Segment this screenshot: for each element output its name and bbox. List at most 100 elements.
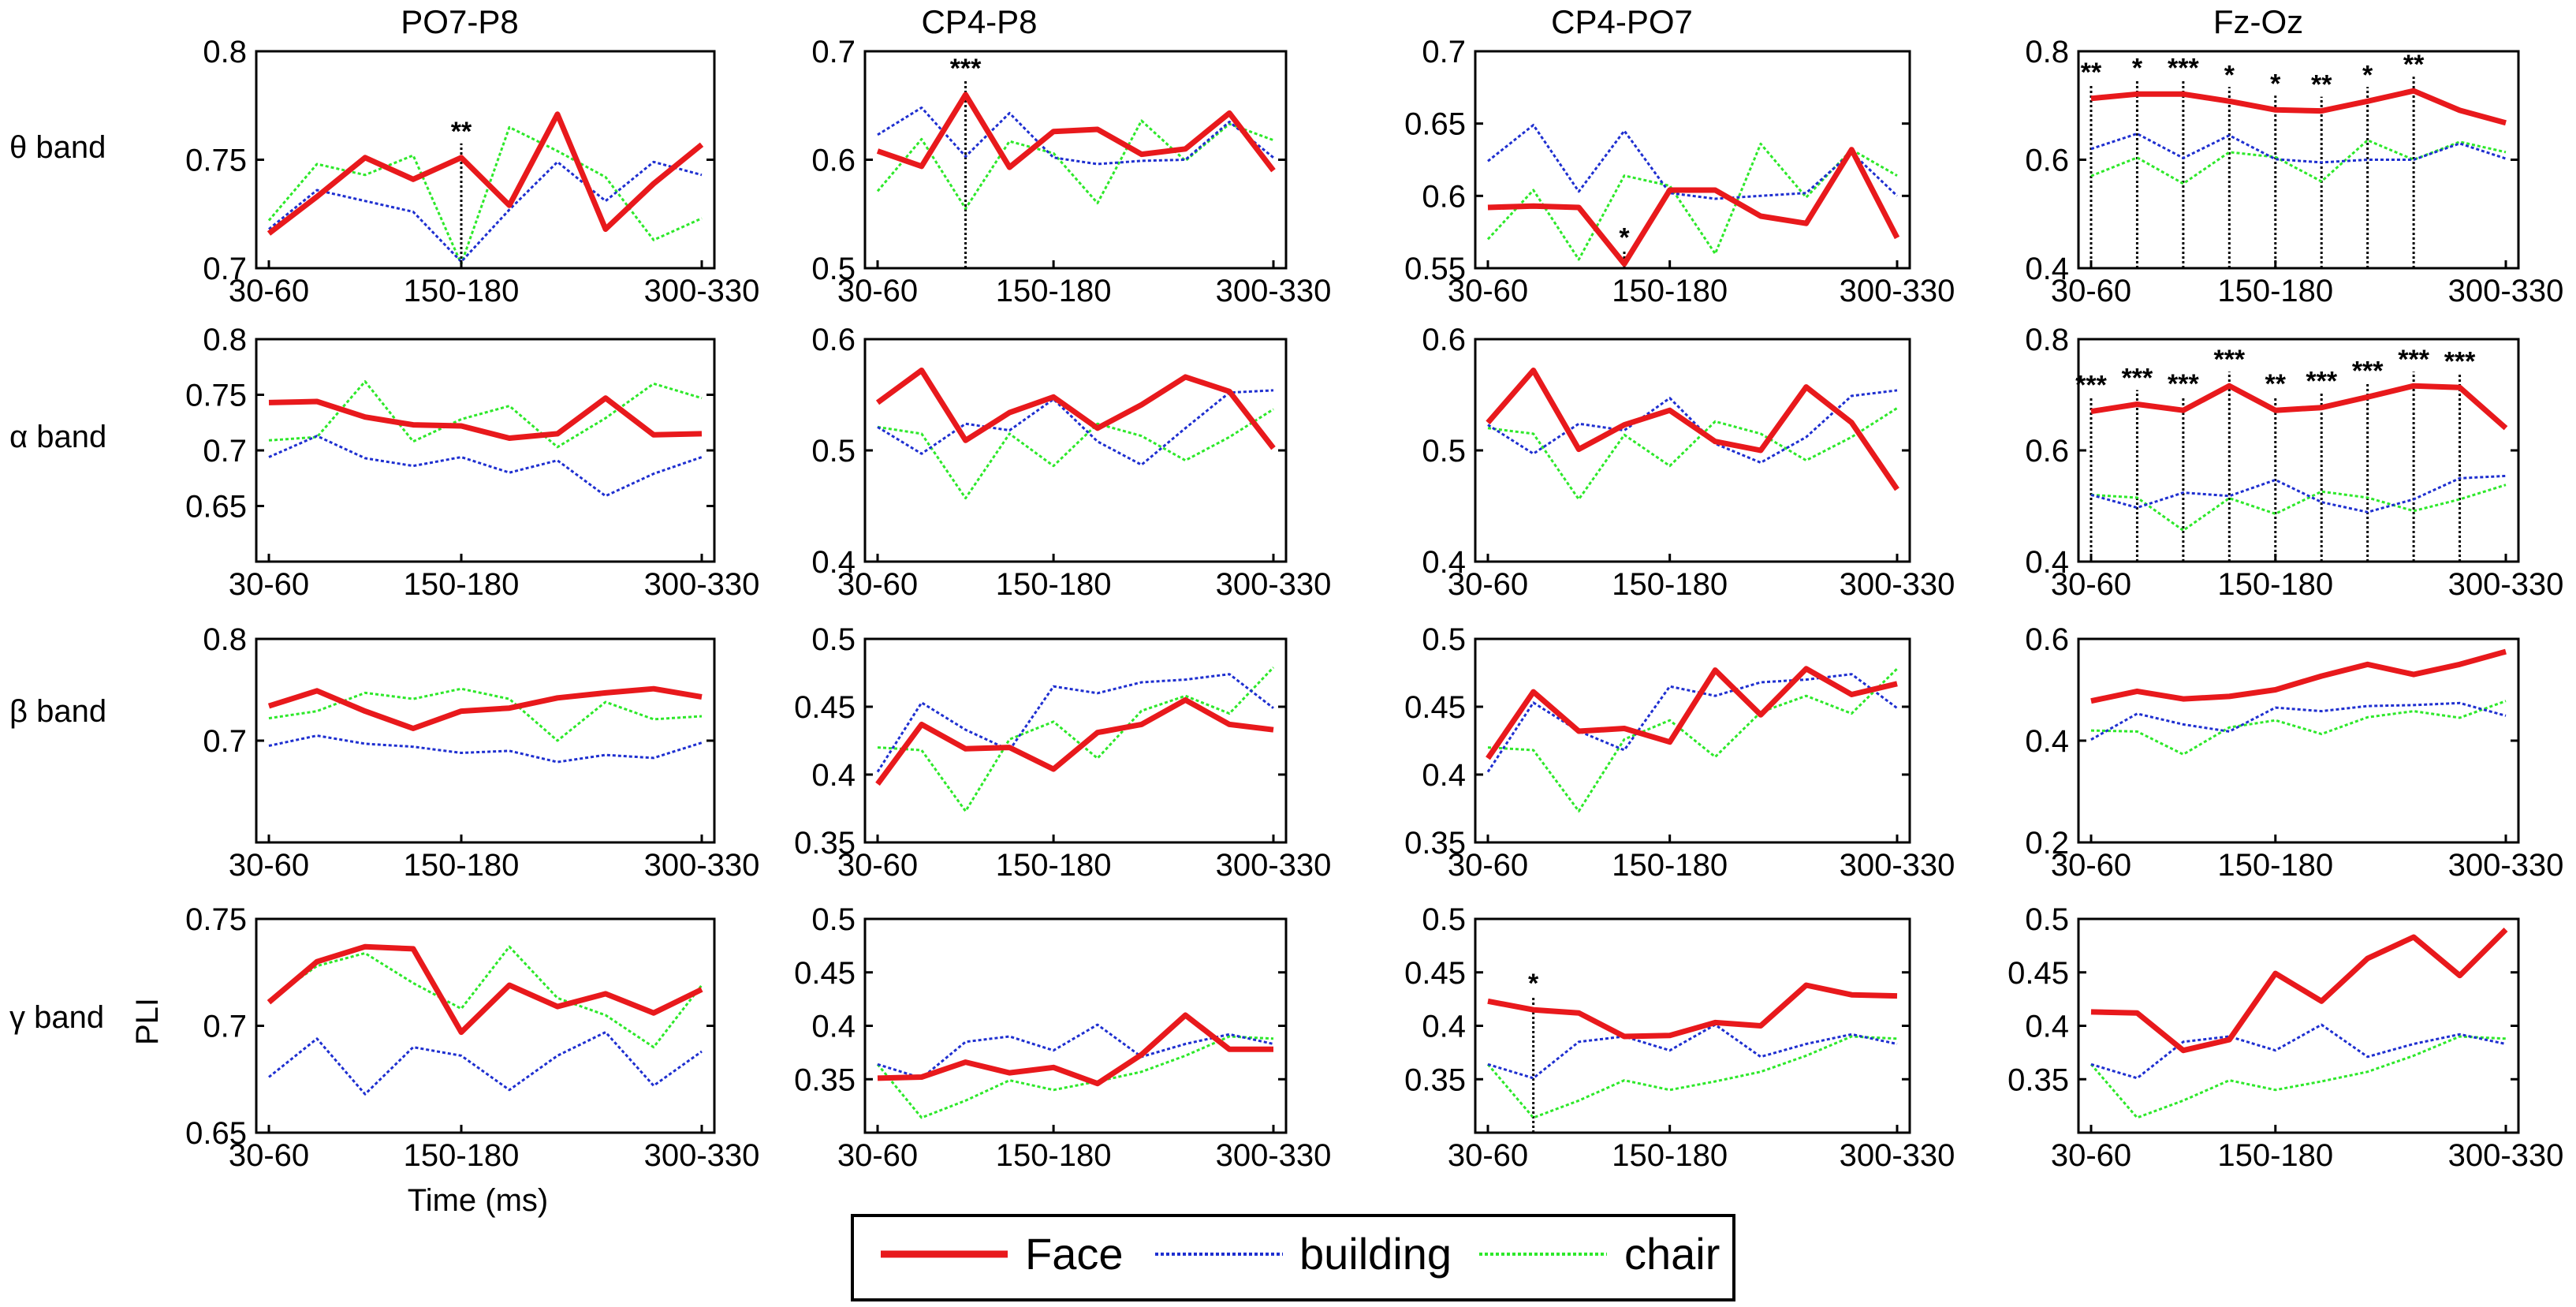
significance-marker: ** — [2311, 70, 2332, 100]
y-tick-label: 0.4 — [2025, 252, 2069, 286]
y-tick-label: 0.75 — [185, 144, 247, 178]
legend-label-face: Face — [1025, 1229, 1124, 1279]
x-tick-label: 300-330 — [644, 848, 760, 883]
series-line-building — [1487, 1023, 1898, 1080]
x-tick-label: 300-330 — [2448, 274, 2564, 308]
significance-marker: * — [2132, 53, 2143, 83]
series-line-chair — [267, 125, 703, 265]
significance-marker: *** — [950, 54, 982, 84]
column-title-po7-p8: PO7-P8 — [401, 3, 518, 40]
series-line-face — [877, 1012, 1273, 1087]
significance-marker: * — [1528, 969, 1539, 999]
series-line-chair — [877, 667, 1275, 812]
legend: Face building chair — [851, 1214, 1735, 1301]
x-tick-label: 300-330 — [1840, 274, 1955, 308]
series-line-chair — [1486, 1035, 1898, 1119]
series-line-building — [877, 1023, 1274, 1080]
series-line-face — [267, 943, 703, 1036]
series-line-building — [1486, 673, 1898, 773]
x-tick-label: 150-180 — [404, 1138, 520, 1173]
x-tick-label: 30-60 — [837, 848, 918, 883]
y-tick-label: 0.8 — [2025, 35, 2069, 69]
series-line-building — [2090, 133, 2507, 164]
x-tick-label: 300-330 — [2448, 1138, 2564, 1173]
column-title-cp4-p8: CP4-P8 — [921, 3, 1037, 40]
plot-frame — [863, 917, 1288, 1134]
x-tick-label: 150-180 — [1612, 274, 1728, 308]
significance-marker: ** — [2403, 50, 2425, 80]
x-axis-label: Time (ms) — [408, 1183, 548, 1218]
y-tick-label: 0.35 — [1404, 1062, 1466, 1097]
y-tick-label: 0.4 — [1422, 545, 1466, 580]
x-tick-label: 300-330 — [1216, 274, 1332, 308]
panel--band-fz-oz: 0.2 0.4 0.6 30-60 150-180 300-330 — [2025, 622, 2563, 883]
x-tick-label: 30-60 — [229, 1138, 309, 1173]
panel--band-cp4-po7: * 0.35 0.4 0.45 0.5 30-60 150-180 300-330 — [1404, 902, 1955, 1173]
y-tick-label: 0.5 — [2025, 902, 2069, 937]
x-tick-label: 300-330 — [644, 567, 760, 602]
x-tick-label: 30-60 — [1448, 567, 1528, 602]
significance-marker: *** — [2168, 369, 2199, 399]
significance-marker: *** — [2352, 356, 2384, 386]
y-tick-label: 0.45 — [1404, 956, 1466, 991]
series-line-face — [268, 395, 703, 441]
series-line-chair — [268, 380, 703, 449]
band-label-gamma: γ band — [9, 1000, 104, 1035]
y-axis-label: PLI — [130, 998, 165, 1045]
series-line-building — [876, 673, 1274, 773]
series-line-building — [268, 160, 703, 263]
y-tick-label: 0.7 — [811, 35, 856, 69]
plot-frame — [255, 637, 716, 844]
plot-frame — [255, 338, 716, 563]
y-tick-label: 0.7 — [203, 1010, 247, 1044]
series-line-face — [1486, 368, 1899, 491]
x-tick-label: 150-180 — [996, 848, 1112, 883]
y-tick-label: 0.6 — [2025, 434, 2069, 469]
significance-marker: *** — [2168, 53, 2199, 83]
panel--band-cp4-po7: 0.35 0.4 0.45 0.5 30-60 150-180 300-330 — [1404, 622, 1955, 883]
y-tick-label: 0.45 — [1404, 690, 1466, 725]
y-tick-label: 0.35 — [794, 826, 856, 861]
series-line-chair — [2090, 484, 2507, 532]
significance-marker: * — [2362, 60, 2373, 90]
x-tick-label: 150-180 — [1612, 567, 1728, 602]
x-tick-label: 150-180 — [2217, 274, 2333, 308]
significance-marker: * — [2270, 69, 2281, 99]
y-tick-label: 0.65 — [1404, 107, 1466, 142]
series-line-face — [875, 368, 1276, 450]
series-line-building — [2090, 701, 2507, 741]
significance-marker: *** — [2075, 371, 2107, 401]
x-tick-label: 300-330 — [1216, 1138, 1332, 1173]
panel--band-cp4-po7: * 0.55 0.6 0.65 0.7 30-60 150-180 300-330 — [1404, 35, 1955, 308]
y-tick-label: 0.4 — [2025, 545, 2069, 580]
x-tick-label: 30-60 — [2051, 274, 2131, 308]
series-line-chair — [1487, 667, 1899, 812]
series-line-face — [2090, 928, 2508, 1054]
plot-frame — [863, 338, 1288, 563]
series-line-face — [2090, 383, 2508, 431]
panel--band-cp4-p8: 0.35 0.4 0.45 0.5 30-60 150-180 300-330 — [794, 902, 1331, 1173]
y-tick-label: 0.4 — [811, 758, 856, 793]
series-line-chair — [1487, 407, 1898, 501]
panel--band-po7-p8: 0.7 0.8 30-60 150-180 300-330 — [203, 622, 759, 883]
panel--band-po7-p8: 0.65 0.7 0.75 0.8 30-60 150-180 300-330 — [185, 323, 759, 602]
series-line-chair — [2090, 700, 2507, 756]
x-tick-label: 30-60 — [2051, 848, 2131, 883]
y-tick-label: 0.65 — [185, 1116, 247, 1151]
series-line-building — [2090, 474, 2507, 513]
y-tick-label: 0.5 — [1422, 622, 1466, 657]
y-tick-label: 0.8 — [203, 35, 247, 69]
y-tick-label: 0.5 — [811, 252, 856, 286]
y-tick-label: 0.2 — [2025, 826, 2069, 861]
significance-marker: *** — [2444, 346, 2476, 376]
panel--band-cp4-p8: 0.35 0.4 0.45 0.5 30-60 150-180 300-330 — [794, 622, 1331, 883]
y-tick-label: 0.55 — [1404, 252, 1466, 286]
series-line-building — [268, 435, 703, 498]
significance-marker: * — [1619, 223, 1630, 253]
x-tick-label: 150-180 — [2217, 567, 2333, 602]
x-tick-label: 30-60 — [2051, 1138, 2131, 1173]
y-tick-label: 0.75 — [185, 379, 247, 413]
significance-marker: ** — [2265, 369, 2287, 399]
x-tick-label: 150-180 — [2217, 1138, 2333, 1173]
series-line-face — [1487, 982, 1898, 1040]
